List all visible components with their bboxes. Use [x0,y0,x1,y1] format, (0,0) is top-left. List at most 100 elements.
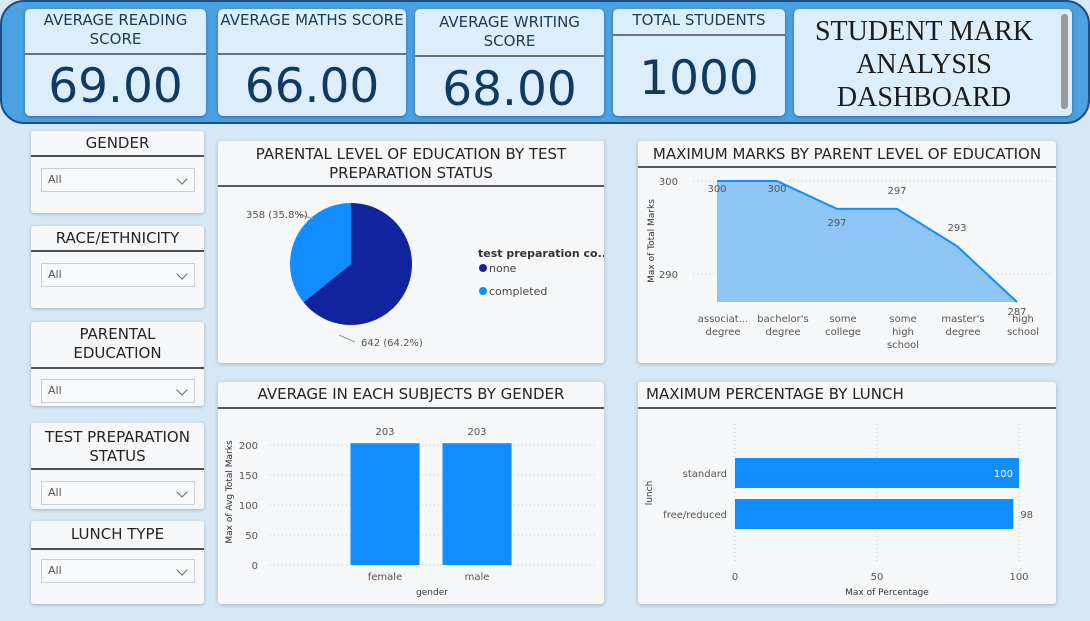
pie-leader-line [297,213,315,220]
chart-title: PARENTAL LEVEL OF EDUCATION BY TEST PREP… [255,145,567,182]
race-ethnicity-slicer: RACE/ETHNICITY All [31,226,204,308]
bar-chart-panel: MAXIMUM PERCENTAGE BY LUNCH 0 50 100 standa… [638,382,1056,604]
data-label: 300 [707,184,726,195]
kpi-value: 69.00 [48,59,183,114]
x-tick-label: some [889,314,916,325]
x-axis-title: Max of Percentage [845,588,929,598]
x-tick-label: 0 [732,572,738,583]
slicer-title: RACE/ETHNICITY [55,229,180,247]
y-tick-label: free/reduced [663,510,727,521]
x-tick-label: 100 [1009,572,1028,583]
slicer-title: TEST PREPARATION STATUS [45,428,190,465]
y-tick-label: standard [683,469,727,480]
x-tick-label: bachelor's [757,314,808,325]
chart-title: AVERAGE IN EACH SUBJECTS BY GENDER [257,385,565,403]
gender-dropdown[interactable]: All [41,168,195,192]
lunch-type-dropdown[interactable]: All [41,559,195,583]
kpi-divider [218,53,406,55]
x-tick-label: some [829,314,856,325]
chart-title: MAXIMUM MARKS BY PARENT LEVEL OF EDUCATI… [652,145,1042,163]
data-label: 100 [994,469,1013,480]
x-tick-label: high [1012,314,1034,325]
y-tick-label: 100 [239,501,258,512]
x-tick-label: male [465,572,490,583]
chart-title-divider [638,166,1056,168]
y-axis-title: Max of Total Marks [647,199,657,283]
area-fill [717,181,1017,302]
bar-male [442,443,512,565]
chart-title-divider [218,407,604,409]
kpi-value: 1000 [639,51,759,106]
slicer-divider [31,367,204,369]
chart-title-divider [218,185,604,187]
kpi-divider [613,34,785,36]
pie-chart: 642 (64.2%) 358 (35.8%) test preparation c… [246,203,604,349]
pie-slice-completed [290,203,351,303]
kpi-label: AVERAGE WRITING SCORE [439,13,580,50]
kpi-divider [415,55,604,57]
legend-title: test preparation co... [478,247,604,260]
column-chart-panel: AVERAGE IN EACH SUBJECTS BY GENDER 0 50 10… [218,382,604,604]
chart-title: MAXIMUM PERCENTAGE BY LUNCH [646,385,904,403]
dropdown-value: All [48,384,62,397]
data-label: 297 [887,186,906,197]
test-preparation-slicer: TEST PREPARATION STATUS All [31,423,204,509]
dropdown-value: All [48,486,62,499]
kpi-value: 68.00 [442,62,577,117]
legend-marker-none [479,264,487,272]
pie-data-label: 642 (64.2%) [361,338,423,349]
kpi-card-students: TOTAL STUDENTS 1000 [613,9,785,116]
x-tick-label: high [892,327,914,338]
dashboard-title-card: STUDENT MARK ANALYSIS DASHBOARD [794,9,1072,116]
kpi-label: TOTAL STUDENTS [632,11,766,29]
parental-education-dropdown[interactable]: All [41,379,195,403]
x-tick-label: master's [941,314,984,325]
y-axis-title: Max of Avg Total Marks [225,440,235,544]
scrollbar[interactable] [1061,14,1068,109]
legend-entry: none [489,262,517,275]
y-tick-label: 150 [239,471,258,482]
data-label: 203 [375,427,394,438]
bar-free-reduced [735,499,1014,529]
chevron-down-icon [176,268,188,280]
x-tick-label: degree [945,327,980,338]
slicer-title: GENDER [85,134,150,152]
kpi-card-reading: AVERAGE READING SCORE 69.00 [25,9,206,116]
chevron-down-icon [176,173,188,185]
x-axis-title: gender [416,588,448,598]
parental-education-slicer: PARENTAL EDUCATION All [31,322,204,406]
slicer-divider [31,250,204,252]
kpi-value: 66.00 [244,59,380,114]
legend-entry: completed [489,285,547,298]
x-tick-label: school [1007,327,1039,338]
pie-data-label: 358 (35.8%) [246,210,308,221]
data-label: 98 [1020,510,1033,521]
area-chart-panel: MAXIMUM MARKS BY PARENT LEVEL OF EDUCATI… [638,141,1056,363]
kpi-divider [25,53,206,55]
data-label: 287 [1007,307,1026,318]
pie-slice-none [303,203,412,325]
horizontal-bar-chart: 0 50 100 standard 100 free/reduced 98 Max of Pe… [645,424,1033,598]
x-tick-label: degree [705,327,740,338]
data-label: 297 [827,218,846,229]
area-line [717,180,1018,303]
bar-standard [735,458,1019,488]
x-tick-label: degree [765,327,800,338]
race-ethnicity-dropdown[interactable]: All [41,263,195,287]
data-label: 203 [467,427,486,438]
y-axis-title: lunch [645,481,655,506]
area-chart: 290 300 300 300 297 297 293 287 associat... degre… [647,177,1053,351]
chevron-down-icon [176,564,188,576]
y-tick-label: 300 [659,177,678,188]
chart-title-divider [638,407,1056,409]
data-label: 293 [947,223,966,234]
test-preparation-dropdown[interactable]: All [41,481,195,505]
chevron-down-icon [176,384,188,396]
dropdown-value: All [48,564,62,577]
x-tick-label: female [368,572,402,583]
slicer-divider [31,548,204,550]
dropdown-value: All [48,173,62,186]
column-chart: 0 50 100 150 200 203 female 203 male gender Max of… [225,427,598,598]
x-tick-label: associat... [698,314,749,325]
gender-slicer: GENDER All [31,131,204,213]
